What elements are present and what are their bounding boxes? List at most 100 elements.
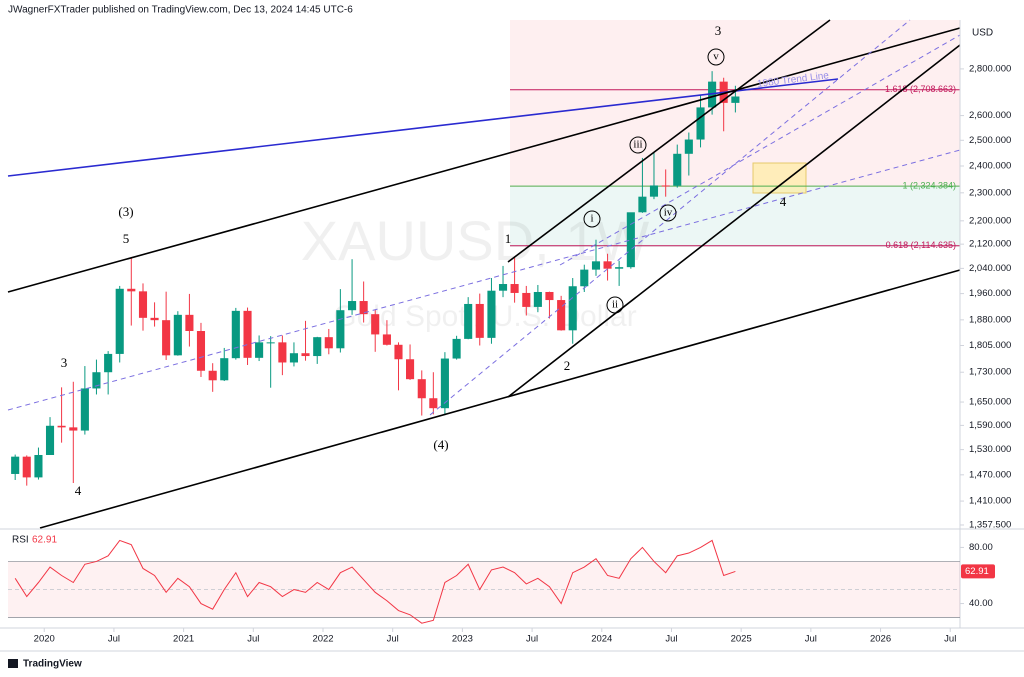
- trend-line: [507, 44, 961, 398]
- y-tick-label: 2,600.000: [969, 110, 1011, 121]
- candle-body: [487, 290, 496, 338]
- candle-body: [231, 310, 240, 359]
- candle-body: [313, 337, 322, 357]
- x-tick-label: Jul: [247, 634, 259, 645]
- candle-body: [69, 427, 78, 431]
- candle-body: [11, 456, 20, 474]
- candle-body: [196, 330, 206, 371]
- rsi-tag-label: 62.91: [965, 566, 989, 577]
- wave-label: v: [713, 51, 719, 63]
- price-axis: [960, 20, 1024, 530]
- wave-label: 2: [564, 358, 571, 373]
- candle-body: [34, 454, 43, 478]
- candle-body: [115, 288, 124, 354]
- candle-body: [475, 303, 484, 338]
- candle-body: [57, 425, 66, 428]
- y-tick-label: 1,470.000: [969, 469, 1011, 480]
- candle-body: [289, 353, 298, 363]
- rsi-tick-label: 80.00: [969, 542, 993, 553]
- wave-label: i: [590, 213, 593, 225]
- rsi-tick-label: 40.00: [969, 598, 993, 609]
- wave-circle: [606, 296, 624, 314]
- trend-line: [7, 149, 961, 411]
- wave-label: iv: [664, 207, 673, 219]
- candle-body: [359, 301, 368, 315]
- x-tick-label: 2021: [173, 634, 194, 645]
- x-tick-label: Jul: [387, 634, 399, 645]
- y-tick-label: 1,730.000: [969, 367, 1011, 378]
- target-box: [752, 162, 807, 194]
- y-tick-label: 2,400.000: [969, 161, 1011, 172]
- candle-body: [510, 284, 519, 293]
- candle-body: [138, 291, 148, 318]
- y-tick-label: 2,800.000: [969, 63, 1011, 74]
- wave-label: ii: [612, 299, 618, 311]
- rsi-tag: [961, 564, 995, 579]
- logo-mark: [8, 659, 18, 668]
- watermark-subtitle: Gold Spot / U.S. Dollar: [333, 300, 636, 333]
- y-tick-label: 1,410.000: [969, 496, 1011, 507]
- x-tick-label: Jul: [944, 634, 956, 645]
- candle-body: [557, 300, 566, 331]
- x-tick-label: 2024: [591, 634, 612, 645]
- y-tick-label: 2,200.000: [969, 215, 1011, 226]
- x-tick-label: Jul: [805, 634, 817, 645]
- candle-body: [440, 358, 449, 409]
- y-tick-label: 2,120.000: [969, 239, 1011, 250]
- y-tick-label: 2,300.000: [969, 187, 1011, 198]
- candle-body: [603, 261, 612, 269]
- fib-label: 1 (2,324.384): [902, 181, 956, 191]
- y-tick-label: 1,960.000: [969, 288, 1011, 299]
- x-tick-label: Jul: [526, 634, 538, 645]
- wave-circle: [659, 204, 677, 222]
- candle-body: [673, 153, 682, 186]
- candle-body: [684, 139, 693, 154]
- candle-body: [324, 337, 333, 349]
- candle-body: [452, 338, 461, 359]
- wave-label: 3: [715, 23, 722, 38]
- currency: USD: [972, 28, 993, 39]
- candle-body: [45, 425, 55, 455]
- wave-label: 5: [123, 231, 130, 246]
- fib-label: 1.618 (2,708.663): [885, 84, 956, 94]
- y-tick-label: 1,805.000: [969, 340, 1011, 351]
- y-tick-label: 2,040.000: [969, 263, 1011, 274]
- header: JWagnerFXTrader published on TradingView…: [8, 5, 353, 16]
- footer-brand: TradingView: [23, 659, 82, 670]
- candle-body: [266, 342, 275, 344]
- candle-body: [417, 379, 426, 399]
- candle-body: [545, 291, 554, 301]
- candle-body: [522, 292, 531, 307]
- trend-line: [559, 34, 961, 266]
- x-tick-label: Jul: [108, 634, 120, 645]
- wave-label: (3): [118, 204, 133, 219]
- fib-label: 0.618 (2,114.635): [886, 240, 956, 250]
- y-tick-label: 1,590.000: [969, 420, 1011, 431]
- candle-body: [127, 288, 136, 292]
- y-tick-label: 1,357.500: [969, 519, 1011, 530]
- x-tick-label: 2020: [34, 634, 55, 645]
- candle-body: [220, 358, 229, 381]
- candle-body: [162, 320, 171, 356]
- watermark-title: XAUUSD, 1W: [301, 209, 650, 272]
- trend-line: [507, 19, 831, 263]
- candle-body: [464, 303, 473, 339]
- candle-body: [382, 334, 391, 345]
- candle-body: [150, 317, 159, 321]
- wave-label: 3: [61, 355, 68, 370]
- candle-body: [185, 314, 194, 331]
- wave-circle: [583, 210, 601, 228]
- candle-body: [22, 456, 31, 478]
- candle-body: [580, 269, 589, 287]
- candle-body: [626, 212, 635, 268]
- candle-body: [568, 286, 577, 331]
- candle-body: [498, 284, 508, 291]
- x-tick-label: 2025: [731, 634, 752, 645]
- candle-body: [649, 185, 659, 197]
- candle-body: [243, 310, 252, 358]
- x-tick-label: 2026: [870, 634, 891, 645]
- wave-label: 1: [505, 231, 512, 246]
- candle-body: [173, 314, 182, 356]
